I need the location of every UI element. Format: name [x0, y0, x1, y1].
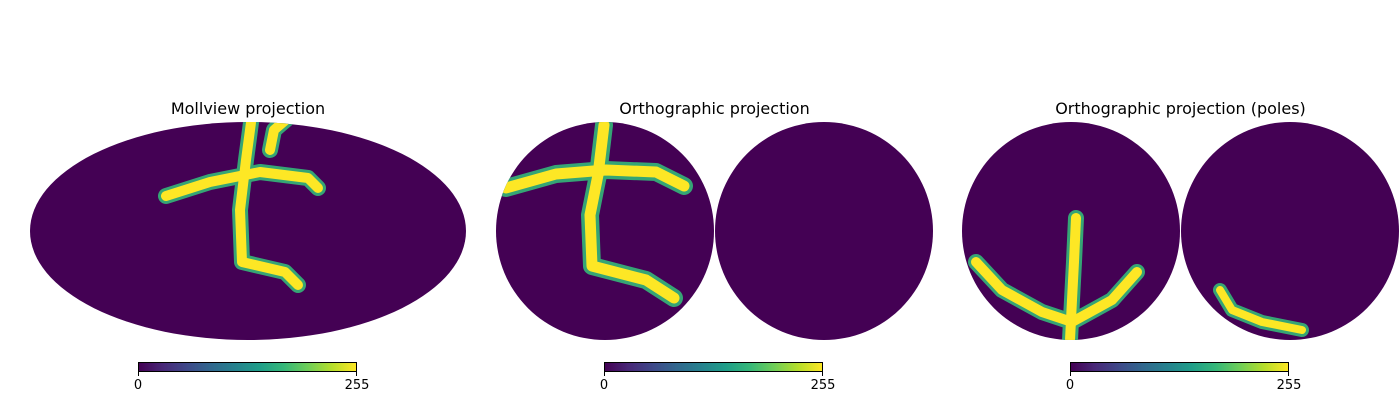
mollview-signal [158, 122, 326, 293]
orthographic-colorbar-tick-max [822, 372, 823, 376]
poles-south-signal [1213, 283, 1309, 337]
poles-colorbar-tick-max [1288, 372, 1289, 376]
orthographic-colorbar [604, 362, 823, 372]
orthographic-colorbar-tick-min [604, 372, 605, 376]
mollview-colorbar-tick-min [138, 372, 139, 376]
poles-colorbar-max: 255 [1276, 378, 1302, 393]
poles-panel: Orthographic projection (poles) [962, 0, 1399, 400]
orthographic-map [496, 122, 933, 340]
orthographic-colorbar-min: 0 [599, 378, 609, 393]
poles-south-hemisphere [1181, 122, 1399, 340]
mollview-colorbar [138, 362, 357, 372]
mollview-panel: Mollview projection 0 255 [30, 0, 466, 400]
mollview-colorbar-max: 255 [344, 378, 370, 393]
poles-colorbar [1070, 362, 1289, 372]
mollview-title: Mollview projection [170, 99, 326, 118]
poles-north-signal [968, 210, 1145, 340]
orthographic-panel: Orthographic projection 0 255 [496, 0, 933, 400]
mollview-colorbar-tick-max [356, 372, 357, 376]
orthographic-signal [497, 122, 693, 307]
poles-title: Orthographic projection (poles) [1055, 99, 1306, 118]
mollview-map [30, 122, 466, 340]
orthographic-colorbar-max: 255 [810, 378, 836, 393]
orthographic-title: Orthographic projection [619, 99, 810, 118]
orthographic-back-hemisphere [715, 122, 933, 340]
poles-map [962, 122, 1399, 340]
poles-colorbar-min: 0 [1065, 378, 1075, 393]
mollview-colorbar-min: 0 [133, 378, 143, 393]
poles-colorbar-tick-min [1070, 372, 1071, 376]
